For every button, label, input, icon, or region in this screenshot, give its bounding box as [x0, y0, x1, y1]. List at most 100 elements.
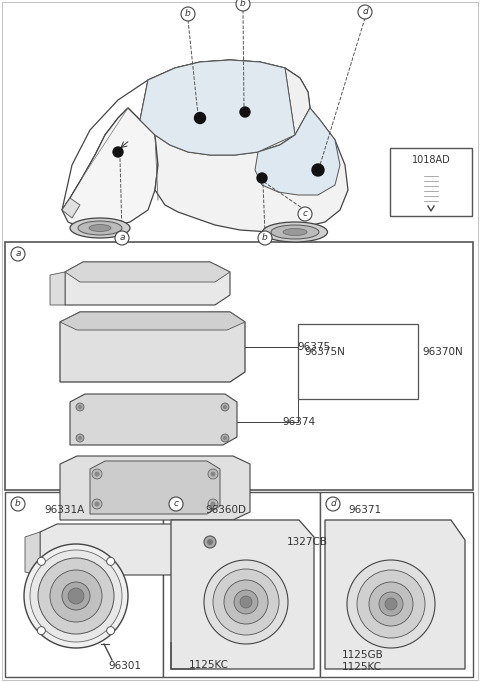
- Circle shape: [107, 627, 115, 635]
- Text: a: a: [15, 250, 21, 258]
- Circle shape: [95, 471, 99, 477]
- Circle shape: [37, 627, 45, 635]
- Circle shape: [224, 580, 268, 624]
- Circle shape: [347, 560, 435, 648]
- Circle shape: [169, 497, 183, 511]
- Circle shape: [50, 570, 102, 622]
- Text: a: a: [119, 233, 125, 243]
- Polygon shape: [40, 524, 265, 575]
- Text: d: d: [362, 8, 368, 16]
- Circle shape: [208, 469, 218, 479]
- Text: b: b: [262, 233, 268, 243]
- Circle shape: [358, 5, 372, 19]
- Text: 1327CB: 1327CB: [287, 537, 328, 547]
- FancyBboxPatch shape: [5, 492, 163, 677]
- Text: 96375: 96375: [297, 342, 330, 352]
- Circle shape: [385, 598, 397, 610]
- Circle shape: [258, 231, 272, 245]
- Circle shape: [92, 469, 102, 479]
- Circle shape: [207, 539, 213, 545]
- Circle shape: [194, 113, 205, 123]
- Circle shape: [115, 231, 129, 245]
- Text: 96360D: 96360D: [205, 505, 246, 515]
- Circle shape: [213, 569, 279, 635]
- Text: 96331A: 96331A: [44, 505, 84, 515]
- Circle shape: [326, 497, 340, 511]
- Polygon shape: [325, 520, 465, 669]
- Circle shape: [76, 403, 84, 411]
- Text: 1125KC: 1125KC: [189, 660, 229, 670]
- Ellipse shape: [263, 222, 327, 242]
- Circle shape: [223, 436, 227, 440]
- FancyBboxPatch shape: [320, 492, 473, 677]
- Text: 1018AD: 1018AD: [412, 155, 450, 165]
- Ellipse shape: [89, 224, 111, 231]
- FancyBboxPatch shape: [163, 492, 320, 677]
- Circle shape: [240, 596, 252, 608]
- Ellipse shape: [283, 228, 307, 235]
- Circle shape: [68, 588, 84, 604]
- Ellipse shape: [78, 221, 122, 235]
- Circle shape: [95, 501, 99, 507]
- Circle shape: [78, 436, 82, 440]
- Polygon shape: [65, 262, 230, 305]
- Circle shape: [208, 499, 218, 509]
- Text: b: b: [240, 0, 246, 8]
- Circle shape: [30, 550, 122, 642]
- FancyBboxPatch shape: [298, 324, 418, 399]
- Polygon shape: [140, 60, 295, 155]
- Circle shape: [76, 434, 84, 442]
- Text: b: b: [185, 10, 191, 18]
- Polygon shape: [60, 456, 250, 520]
- FancyBboxPatch shape: [390, 148, 472, 216]
- Circle shape: [37, 557, 45, 565]
- Text: 96371: 96371: [348, 505, 381, 515]
- Polygon shape: [62, 198, 80, 218]
- Circle shape: [107, 557, 115, 565]
- Text: d: d: [330, 499, 336, 509]
- Circle shape: [204, 536, 216, 548]
- Polygon shape: [62, 108, 158, 228]
- Polygon shape: [90, 461, 220, 514]
- Polygon shape: [255, 108, 340, 195]
- Ellipse shape: [70, 218, 130, 238]
- Circle shape: [369, 582, 413, 626]
- Circle shape: [312, 164, 324, 176]
- Circle shape: [298, 207, 312, 221]
- Polygon shape: [60, 312, 245, 382]
- Polygon shape: [25, 532, 40, 575]
- Circle shape: [240, 107, 250, 117]
- Ellipse shape: [271, 225, 319, 239]
- Circle shape: [221, 403, 229, 411]
- Circle shape: [24, 544, 128, 648]
- Circle shape: [223, 405, 227, 409]
- Polygon shape: [70, 394, 237, 445]
- Text: 1125GB: 1125GB: [342, 650, 384, 660]
- Circle shape: [211, 471, 216, 477]
- Circle shape: [78, 405, 82, 409]
- Circle shape: [236, 0, 250, 11]
- Polygon shape: [155, 108, 348, 232]
- Circle shape: [38, 558, 114, 634]
- Text: 96374: 96374: [282, 417, 315, 427]
- Circle shape: [204, 560, 288, 644]
- Circle shape: [62, 582, 90, 610]
- Polygon shape: [65, 262, 230, 282]
- Circle shape: [379, 592, 403, 616]
- Polygon shape: [171, 520, 314, 669]
- Circle shape: [11, 247, 25, 261]
- Text: 1125KC: 1125KC: [342, 662, 382, 672]
- Circle shape: [221, 434, 229, 442]
- Circle shape: [11, 497, 25, 511]
- Polygon shape: [60, 312, 245, 330]
- Circle shape: [234, 590, 258, 614]
- FancyBboxPatch shape: [5, 242, 473, 490]
- Circle shape: [211, 501, 216, 507]
- Text: c: c: [302, 209, 308, 218]
- Polygon shape: [140, 60, 310, 155]
- Circle shape: [92, 499, 102, 509]
- Circle shape: [357, 570, 425, 638]
- Polygon shape: [50, 272, 65, 305]
- Text: 96370N: 96370N: [422, 347, 463, 357]
- Text: 96375N: 96375N: [304, 347, 345, 357]
